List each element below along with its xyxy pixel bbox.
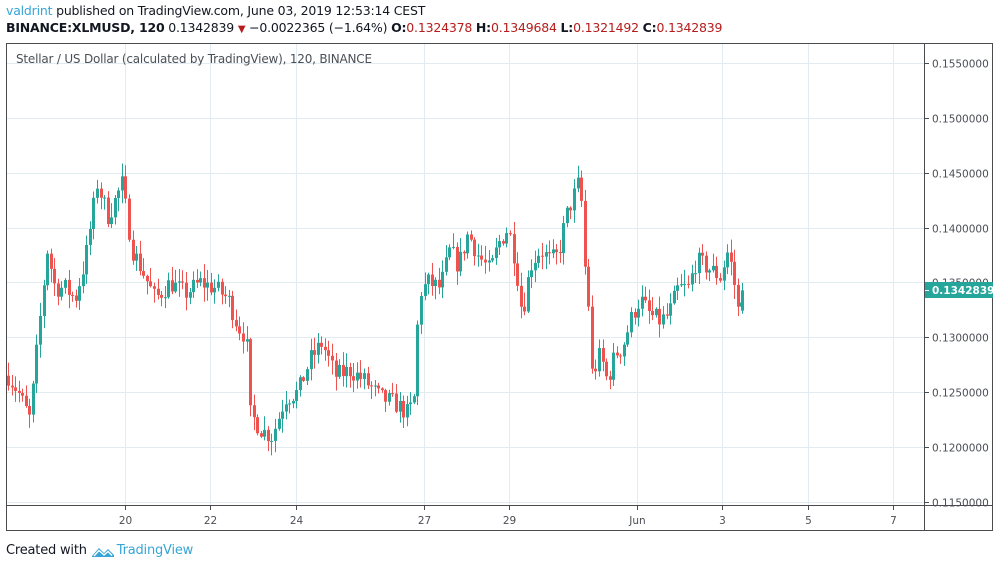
high-value: 0.1349684 [490, 20, 557, 35]
grid-lines [7, 44, 924, 505]
price-tick-label: 0.1200000 [932, 443, 989, 455]
time-tick-label: 20 [119, 515, 132, 527]
open-value: 0.1324378 [406, 20, 473, 35]
low-label: L: [560, 20, 574, 35]
down-arrow-icon: ▼ [237, 24, 246, 35]
price-tick-label: 0.1500000 [932, 114, 989, 126]
time-tick-label: 24 [290, 515, 304, 527]
price-tick-label: 0.1400000 [932, 224, 989, 236]
close-label: C: [642, 20, 657, 35]
published-text: published on TradingView.com, June 03, 2… [52, 3, 426, 18]
time-tick-label: 3 [719, 515, 726, 527]
publish-info: valdrint published on TradingView.com, J… [6, 3, 425, 18]
series-legend: Stellar / US Dollar (calculated by Tradi… [16, 52, 372, 66]
time-axis[interactable]: 20 22 24 27 29 Jun 3 5 7 [119, 506, 897, 527]
price-tick-label: 0.1450000 [932, 169, 989, 181]
ohlc-bar: BINANCE:XLMUSD, 120 0.1342839 ▼ −0.00223… [6, 20, 722, 35]
last-price-tag-label: 0.1342839 [932, 285, 994, 297]
footer: Created with TradingView [6, 543, 193, 558]
time-tick-label: 29 [503, 515, 516, 527]
last-price: 0.1342839 [168, 20, 235, 35]
time-tick-label: 22 [204, 515, 217, 527]
tradingview-logo-icon [91, 547, 114, 557]
low-value: 0.1321492 [573, 20, 639, 35]
tradingview-link[interactable]: TradingView [116, 543, 194, 558]
price-tick-label: 0.1150000 [932, 498, 989, 510]
high-label: H: [475, 20, 491, 35]
time-tick-label: 7 [890, 515, 897, 527]
time-tick-label: 27 [418, 515, 431, 527]
open-label: O: [391, 20, 407, 35]
author-link[interactable]: valdrint [6, 3, 53, 18]
price-tick-label: 0.1250000 [932, 388, 989, 400]
price-tick-label: 0.1550000 [932, 59, 989, 71]
time-tick-label: Jun [628, 515, 645, 527]
price-tick-label: 0.1300000 [932, 333, 989, 345]
created-with-text: Created with [6, 543, 87, 558]
time-tick-label: 5 [805, 515, 812, 527]
close-value: 0.1342839 [656, 20, 723, 35]
price-axis[interactable]: 0.1550000 0.1500000 0.1450000 0.1400000 0.13… [925, 59, 989, 510]
price-change: −0.0022365 (−1.64%) [249, 20, 388, 35]
last-price-tag: 0.1342839 [925, 282, 994, 298]
candles [7, 163, 744, 456]
symbol-interval: BINANCE:XLMUSD, 120 [6, 20, 165, 35]
